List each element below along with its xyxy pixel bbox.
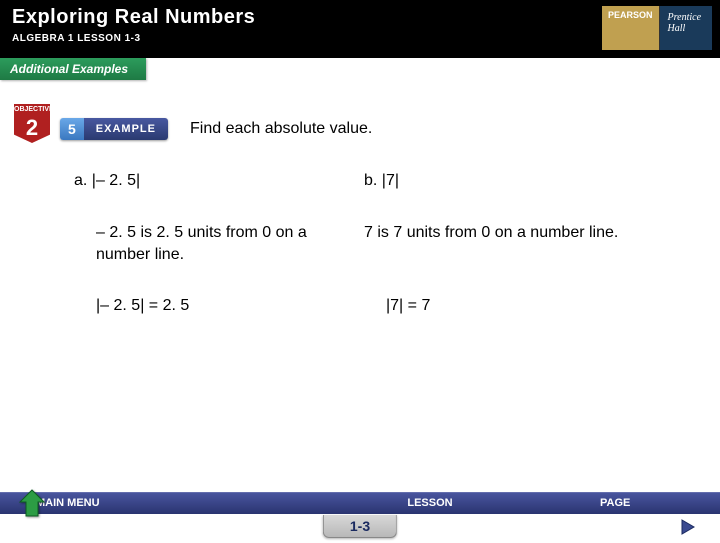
page-nav-label[interactable]: PAGE (600, 497, 720, 509)
objective-number: 2 (14, 115, 50, 143)
problem-b-heading: b. |7| (364, 172, 634, 190)
problem-a-explain: – 2. 5 is 2. 5 units from 0 on a number … (74, 222, 342, 265)
objective-label: OBJECTIVE (14, 104, 50, 115)
publisher-series: Prentice Hall (660, 6, 712, 50)
problem-explain-row: – 2. 5 is 2. 5 units from 0 on a number … (74, 190, 634, 265)
publisher-brand: PEARSON (602, 6, 660, 50)
problem-b-result: |7| = 7 (364, 297, 634, 315)
badge-row: Additional Examples (0, 58, 720, 84)
objective-badge: OBJECTIVE 2 (14, 104, 50, 143)
problem-headings-row: a. |– 2. 5| b. |7| (74, 172, 634, 190)
publisher-logo: PEARSON Prentice Hall (602, 6, 712, 50)
problem-result-row: |– 2. 5| = 2. 5 |7| = 7 (74, 265, 634, 315)
page-next-icon[interactable] (678, 516, 700, 538)
example-label: EXAMPLE (84, 118, 168, 140)
problem-a-result: |– 2. 5| = 2. 5 (74, 297, 364, 315)
additional-examples-badge: Additional Examples (0, 58, 146, 80)
lesson-number-tab[interactable]: 1-3 (323, 515, 397, 538)
footer-bar: MAIN MENU LESSON PAGE (0, 492, 720, 514)
lesson-nav-label[interactable]: LESSON (260, 497, 600, 509)
example-badge: 5 EXAMPLE (60, 118, 168, 140)
example-number: 5 (60, 118, 84, 140)
problem-a-heading: a. |– 2. 5| (74, 172, 364, 190)
content-area: a. |– 2. 5| b. |7| – 2. 5 is 2. 5 units … (74, 172, 634, 315)
footer-below: 1-3 (0, 514, 720, 540)
example-prompt: Find each absolute value. (190, 120, 372, 138)
footer: MAIN MENU LESSON PAGE 1-3 (0, 492, 720, 540)
header-bar: Exploring Real Numbers ALGEBRA 1 LESSON … (0, 0, 720, 58)
problem-b-explain: 7 is 7 units from 0 on a number line. (342, 222, 634, 265)
